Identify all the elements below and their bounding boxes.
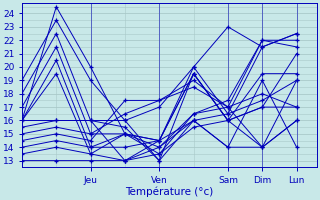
X-axis label: Température (°c): Température (°c) [125, 187, 214, 197]
